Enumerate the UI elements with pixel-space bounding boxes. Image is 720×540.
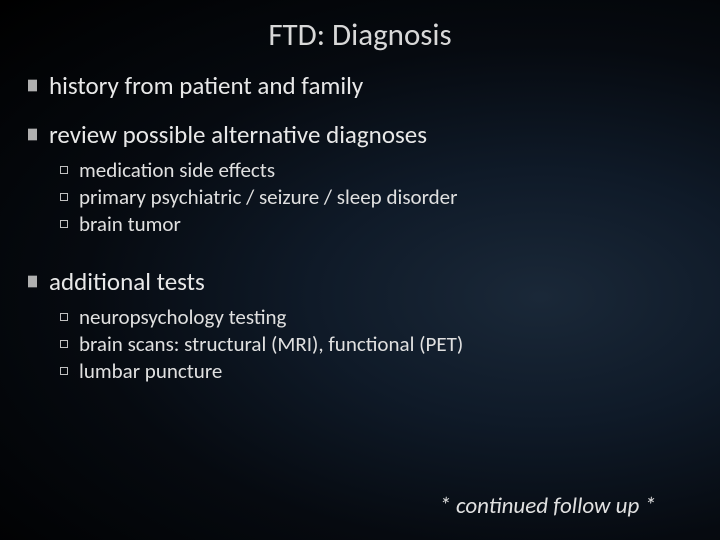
sub-bullet-medication: medication side effects <box>60 157 692 184</box>
sub-bullet-scans: brain scans: structural (MRI), functiona… <box>60 331 692 358</box>
footnote-text: * continued follow up * <box>439 492 656 520</box>
bullet-text: lumbar puncture <box>79 358 222 385</box>
slide-title: FTD: Diagnosis <box>28 16 692 54</box>
bullet-text: brain tumor <box>79 211 181 238</box>
sub-bullet-neuropsych: neuropsychology testing <box>60 304 692 331</box>
bullet-text: history from patient and family <box>49 70 363 101</box>
bullet-text: review possible alternative diagnoses <box>49 119 427 150</box>
square-outline-bullet-icon <box>60 166 68 174</box>
sub-bullet-lumbar: lumbar puncture <box>60 358 692 385</box>
spacer <box>28 252 692 266</box>
bullet-item-review: review possible alternative diagnoses <box>28 119 692 150</box>
bullet-text: brain scans: structural (MRI), functiona… <box>79 331 463 358</box>
bullet-text: primary psychiatric / seizure / sleep di… <box>79 184 457 211</box>
bullet-text: neuropsychology testing <box>79 304 286 331</box>
square-outline-bullet-icon <box>60 220 68 228</box>
bullet-text: medication side effects <box>79 157 275 184</box>
square-outline-bullet-icon <box>60 340 68 348</box>
square-outline-bullet-icon <box>60 313 68 321</box>
bullet-item-history: history from patient and family <box>28 70 692 101</box>
square-bullet-icon <box>28 129 37 141</box>
spacer <box>28 105 692 119</box>
slide-container: FTD: Diagnosis history from patient and … <box>0 0 720 386</box>
sub-bullet-psychiatric: primary psychiatric / seizure / sleep di… <box>60 184 692 211</box>
square-outline-bullet-icon <box>60 193 68 201</box>
spacer <box>28 238 692 252</box>
square-outline-bullet-icon <box>60 367 68 375</box>
bullet-text: additional tests <box>49 266 205 297</box>
bullet-item-tests: additional tests <box>28 266 692 297</box>
square-bullet-icon <box>28 80 37 92</box>
square-bullet-icon <box>28 276 37 288</box>
sub-bullet-tumor: brain tumor <box>60 211 692 238</box>
